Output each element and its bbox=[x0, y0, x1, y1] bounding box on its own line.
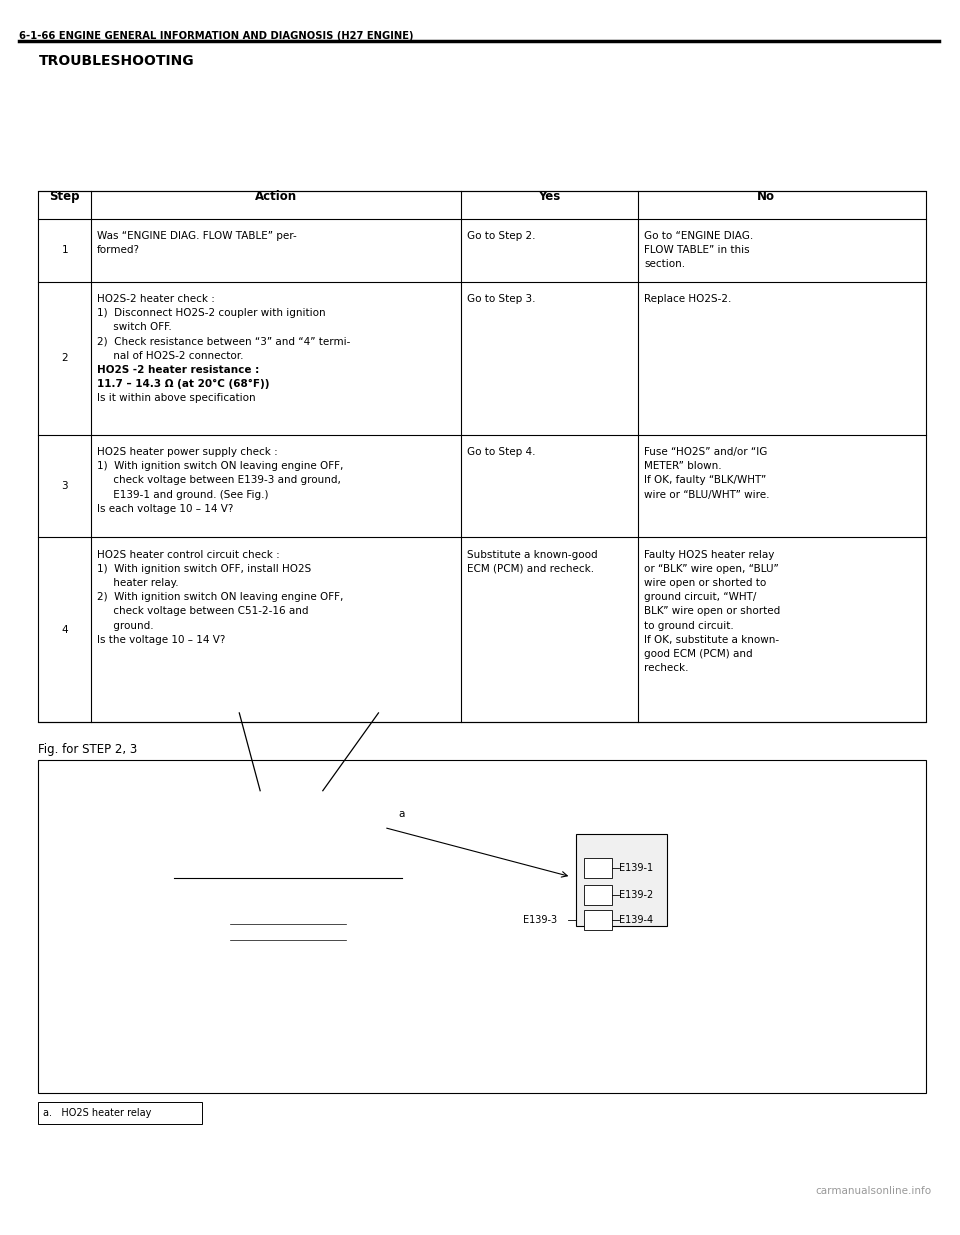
Bar bbox=[584, 910, 612, 930]
Text: E139-1 and ground. (See Fig.): E139-1 and ground. (See Fig.) bbox=[97, 489, 269, 500]
Text: section.: section. bbox=[644, 259, 685, 269]
Text: nal of HO2S-2 connector.: nal of HO2S-2 connector. bbox=[97, 351, 244, 361]
Text: Fig. for STEP 2, 3: Fig. for STEP 2, 3 bbox=[38, 743, 137, 757]
Bar bbox=[38, 760, 926, 1093]
Text: FLOW TABLE” in this: FLOW TABLE” in this bbox=[644, 245, 750, 256]
Text: 1)  Disconnect HO2S-2 coupler with ignition: 1) Disconnect HO2S-2 coupler with igniti… bbox=[97, 308, 325, 319]
Text: 2)  With ignition switch ON leaving engine OFF,: 2) With ignition switch ON leaving engin… bbox=[97, 592, 344, 603]
Text: carmanualsonline.info: carmanualsonline.info bbox=[815, 1186, 931, 1195]
Text: Is each voltage 10 – 14 V?: Is each voltage 10 – 14 V? bbox=[97, 504, 233, 514]
Text: Step: Step bbox=[50, 190, 80, 203]
Bar bbox=[38, 191, 926, 722]
Text: ground circuit, “WHT/: ground circuit, “WHT/ bbox=[644, 592, 756, 603]
Text: Faulty HO2S heater relay: Faulty HO2S heater relay bbox=[644, 550, 775, 559]
Text: Fuse “HO2S” and/or “IG: Fuse “HO2S” and/or “IG bbox=[644, 447, 768, 457]
Text: If OK, substitute a known-: If OK, substitute a known- bbox=[644, 635, 780, 645]
Text: Substitute a known-good: Substitute a known-good bbox=[467, 550, 597, 559]
Text: HO2S -2 heater resistance :: HO2S -2 heater resistance : bbox=[97, 364, 259, 375]
Text: HO2S-2 heater check :: HO2S-2 heater check : bbox=[97, 294, 215, 304]
Text: 2)  Check resistance between “3” and “4” termi-: 2) Check resistance between “3” and “4” … bbox=[97, 336, 350, 347]
Text: E139-2: E139-2 bbox=[619, 890, 654, 900]
Text: Replace HO2S-2.: Replace HO2S-2. bbox=[644, 294, 732, 304]
Bar bbox=[584, 858, 612, 878]
Text: Is the voltage 10 – 14 V?: Is the voltage 10 – 14 V? bbox=[97, 635, 226, 645]
Text: No: No bbox=[756, 190, 775, 203]
Text: a.   HO2S heater relay: a. HO2S heater relay bbox=[43, 1108, 152, 1118]
Text: ECM (PCM) and recheck.: ECM (PCM) and recheck. bbox=[467, 563, 593, 574]
Text: Go to Step 2.: Go to Step 2. bbox=[467, 231, 535, 241]
Text: heater relay.: heater relay. bbox=[97, 578, 179, 588]
Text: BLK” wire open or shorted: BLK” wire open or shorted bbox=[644, 606, 780, 616]
Text: TROUBLESHOOTING: TROUBLESHOOTING bbox=[38, 54, 194, 68]
Text: check voltage between C51-2-16 and: check voltage between C51-2-16 and bbox=[97, 606, 308, 616]
Text: a: a bbox=[398, 809, 405, 819]
Bar bbox=[584, 885, 612, 905]
Text: Is it within above specification: Is it within above specification bbox=[97, 393, 255, 404]
Text: 1: 1 bbox=[61, 245, 68, 256]
Text: METER” blown.: METER” blown. bbox=[644, 461, 722, 472]
Text: 6-1-66 ENGINE GENERAL INFORMATION AND DIAGNOSIS (H27 ENGINE): 6-1-66 ENGINE GENERAL INFORMATION AND DI… bbox=[19, 31, 414, 41]
Text: 11.7 – 14.3 Ω (at 20°C (68°F)): 11.7 – 14.3 Ω (at 20°C (68°F)) bbox=[97, 379, 270, 389]
Text: 2: 2 bbox=[61, 353, 68, 363]
Text: wire open or shorted to: wire open or shorted to bbox=[644, 578, 766, 588]
Text: If OK, faulty “BLK/WHT”: If OK, faulty “BLK/WHT” bbox=[644, 475, 766, 485]
Text: recheck.: recheck. bbox=[644, 663, 688, 673]
Text: E139-4: E139-4 bbox=[619, 915, 654, 925]
Text: Was “ENGINE DIAG. FLOW TABLE” per-: Was “ENGINE DIAG. FLOW TABLE” per- bbox=[97, 231, 297, 241]
Bar bbox=[38, 1102, 202, 1124]
Text: or “BLK” wire open, “BLU”: or “BLK” wire open, “BLU” bbox=[644, 563, 779, 574]
Text: formed?: formed? bbox=[97, 245, 140, 256]
Text: Go to “ENGINE DIAG.: Go to “ENGINE DIAG. bbox=[644, 231, 754, 241]
Text: E139-3: E139-3 bbox=[523, 915, 558, 925]
Text: check voltage between E139-3 and ground,: check voltage between E139-3 and ground, bbox=[97, 475, 341, 485]
Text: wire or “BLU/WHT” wire.: wire or “BLU/WHT” wire. bbox=[644, 489, 770, 500]
Bar bbox=[576, 834, 667, 926]
Text: ground.: ground. bbox=[97, 620, 154, 631]
Text: Go to Step 3.: Go to Step 3. bbox=[467, 294, 535, 304]
Text: 3: 3 bbox=[61, 480, 68, 492]
Text: 4: 4 bbox=[61, 625, 68, 635]
Text: Yes: Yes bbox=[539, 190, 561, 203]
Text: 1)  With ignition switch OFF, install HO2S: 1) With ignition switch OFF, install HO2… bbox=[97, 563, 311, 574]
Text: to ground circuit.: to ground circuit. bbox=[644, 620, 733, 631]
Text: 1)  With ignition switch ON leaving engine OFF,: 1) With ignition switch ON leaving engin… bbox=[97, 461, 344, 472]
Text: HO2S heater power supply check :: HO2S heater power supply check : bbox=[97, 447, 277, 457]
Text: Go to Step 4.: Go to Step 4. bbox=[467, 447, 535, 457]
Text: Action: Action bbox=[255, 190, 297, 203]
Text: switch OFF.: switch OFF. bbox=[97, 322, 172, 332]
Text: E139-1: E139-1 bbox=[619, 863, 654, 873]
Text: HO2S heater control circuit check :: HO2S heater control circuit check : bbox=[97, 550, 279, 559]
Text: good ECM (PCM) and: good ECM (PCM) and bbox=[644, 648, 753, 659]
